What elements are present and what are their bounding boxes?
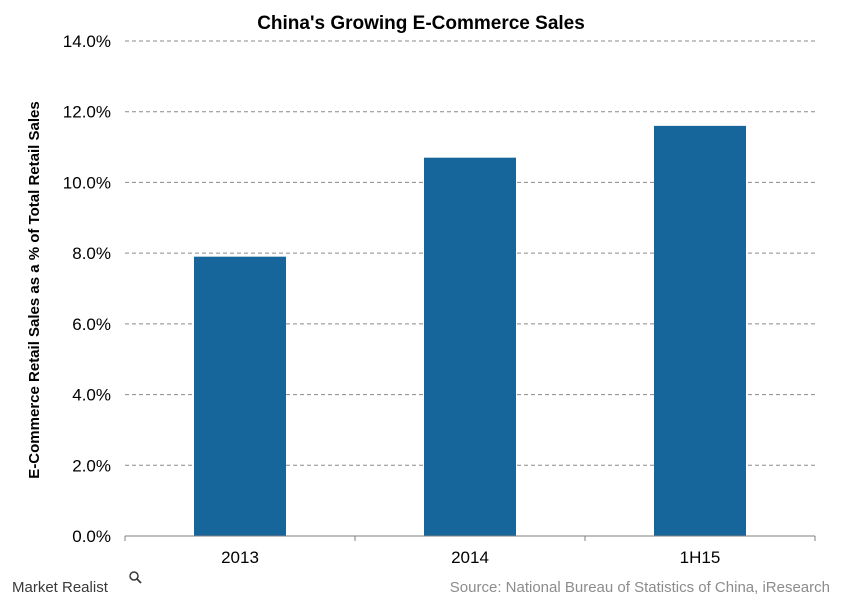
x-tick-label: 2013 <box>221 548 259 567</box>
source-note: Source: National Bureau of Statistics of… <box>450 579 830 596</box>
y-tick-label: 12.0% <box>63 103 111 122</box>
y-tick-label: 0.0% <box>72 527 111 546</box>
bars <box>194 125 746 536</box>
bar-2014 <box>424 157 516 536</box>
y-tick-label: 10.0% <box>63 173 111 192</box>
y-tick-label: 6.0% <box>72 315 111 334</box>
x-tick-label: 2014 <box>451 548 489 567</box>
brand-logo: Market Realist <box>12 571 142 596</box>
brand-name: Market Realist <box>12 579 109 596</box>
y-tick-label: 14.0% <box>63 32 111 51</box>
bar-2013 <box>194 256 286 536</box>
magnifier-icon <box>129 571 142 584</box>
x-axis <box>124 535 816 541</box>
x-tick-labels: 2013 2014 1H15 <box>221 548 720 567</box>
y-tick-label: 2.0% <box>72 456 111 475</box>
y-axis-label: E-Commerce Retail Sales as a % of Total … <box>26 101 43 478</box>
x-tick-label: 1H15 <box>680 548 721 567</box>
y-tick-label: 8.0% <box>72 244 111 263</box>
bar-1H15 <box>654 125 746 536</box>
y-tick-label: 4.0% <box>72 386 111 405</box>
chart-title: China's Growing E-Commerce Sales <box>257 13 585 34</box>
y-tick-labels: 0.0% 2.0% 4.0% 6.0% 8.0% 10.0% 12.0% 14.0% <box>63 32 111 546</box>
